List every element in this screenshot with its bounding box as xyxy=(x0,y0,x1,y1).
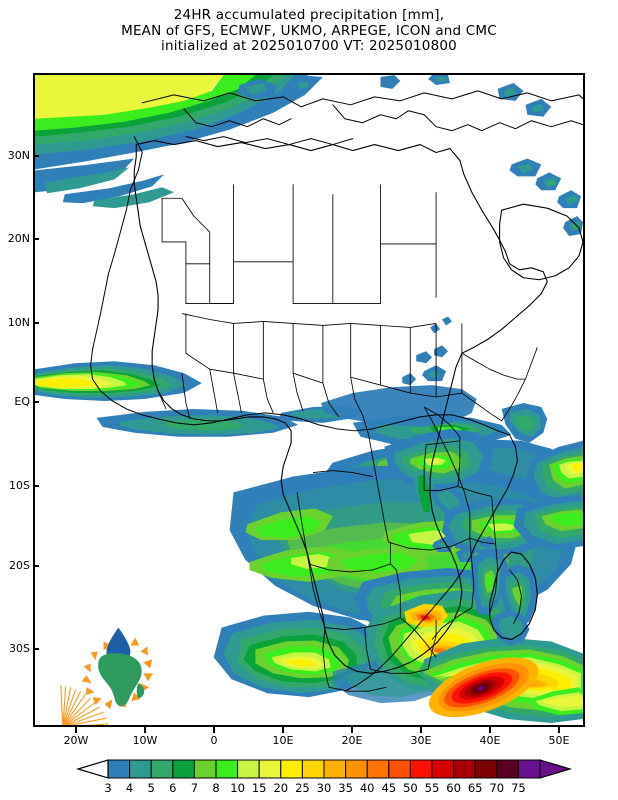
ytick-label-10s: 10S xyxy=(9,479,30,492)
precipitation-field xyxy=(35,75,583,724)
xtick-mark-50e xyxy=(558,727,560,733)
colorbar-tick-label: 35 xyxy=(338,781,353,795)
xtick-mark-30e xyxy=(420,727,422,733)
ytick-label-eq: EQ xyxy=(14,395,30,408)
acmad-logo xyxy=(60,627,154,725)
title-line-1: 24HR accumulated precipitation [mm], xyxy=(173,7,445,23)
coastlines-layer xyxy=(90,90,583,692)
colorbar-swatches xyxy=(107,759,541,779)
colorbar-swatch xyxy=(237,759,260,779)
colorbar-swatch xyxy=(172,759,195,779)
madagascar-border xyxy=(509,569,522,624)
colorbar-tick-label: 30 xyxy=(316,781,332,795)
ytick-mark-20s xyxy=(33,565,39,567)
colorbar-swatch xyxy=(409,759,433,779)
page-title: 24HR accumulated precipitation [mm], MEA… xyxy=(0,7,618,55)
colorbar-swatch xyxy=(129,759,152,779)
colorbar-tick-label: 60 xyxy=(446,781,461,795)
colorbar-swatch xyxy=(496,759,519,779)
xtick-mark-20w xyxy=(75,727,77,733)
xtick-label-10w: 10W xyxy=(132,734,158,747)
xtick-label-20e: 20E xyxy=(341,734,363,747)
logo-africa-icon xyxy=(98,653,145,707)
xtick-label-50e: 50E xyxy=(548,734,570,747)
country-borders-layer xyxy=(157,184,538,692)
ytick-mark-10n xyxy=(33,322,39,324)
colorbar-tick-label: 8 xyxy=(212,781,220,795)
colorbar-swatch xyxy=(215,759,239,779)
xtick-mark-0 xyxy=(213,727,215,733)
ytick-label-30n: 30N xyxy=(7,149,30,162)
colorbar-tick-label: 50 xyxy=(403,781,418,795)
colorbar-tick-label: 6 xyxy=(169,781,177,795)
colorbar-tick-label: 20 xyxy=(273,781,289,795)
xtick-mark-10w xyxy=(144,727,146,733)
colorbar: 3 4 5 6 7 8 10 15 20 25 30 35 40 45 50 55 60 65 70 75 xyxy=(0,755,618,800)
colorbar-tick-label: 15 xyxy=(251,781,267,795)
ytick-label-30s: 30S xyxy=(9,642,30,655)
colorbar-swatch xyxy=(280,759,303,779)
colorbar-swatch xyxy=(107,759,131,779)
title-line-3: initialized at 2025010700 VT: 2025010800 xyxy=(161,38,457,54)
logo-rays-icon xyxy=(60,685,109,725)
colorbar-tick-label: 7 xyxy=(190,781,199,795)
colorbar-swatch xyxy=(193,759,217,779)
xtick-label-10e: 10E xyxy=(272,734,294,747)
colorbar-swatch xyxy=(345,759,368,779)
colorbar-swatch xyxy=(301,759,325,779)
xtick-mark-40e xyxy=(489,727,491,733)
colorbar-swatch xyxy=(150,759,174,779)
colorbar-under-arrow xyxy=(75,759,109,779)
xtick-label-30e: 30E xyxy=(410,734,432,747)
colorbar-swatch xyxy=(388,759,411,779)
africa-coastline xyxy=(133,140,583,674)
ytick-mark-20n xyxy=(33,238,39,240)
map-plot-frame xyxy=(33,73,585,727)
ytick-mark-30n xyxy=(33,155,39,157)
ytick-label-20s: 20S xyxy=(9,559,30,572)
title-line-2: MEAN of GFS, ECMWF, UKMO, ARPEGE, ICON a… xyxy=(121,22,497,39)
colorbar-tick-label: 5 xyxy=(147,781,155,795)
colorbar-tick-label: 3 xyxy=(104,781,112,795)
precipitation-map xyxy=(35,75,583,725)
colorbar-tick-label: 75 xyxy=(511,781,526,795)
colorbar-swatch xyxy=(474,759,498,779)
colorbar-tick-label: 10 xyxy=(230,781,245,795)
colorbar-tick-label: 45 xyxy=(381,781,397,795)
colorbar-tick-label: 40 xyxy=(359,781,375,795)
ytick-mark-10s xyxy=(33,485,39,487)
colorbar-swatch xyxy=(517,759,541,779)
colorbar-svg xyxy=(75,759,573,779)
colorbar-tick-label: 65 xyxy=(467,781,483,795)
colorbar-swatch xyxy=(323,759,347,779)
ytick-mark-eq xyxy=(33,401,39,403)
colorbar-swatch xyxy=(431,759,455,779)
colorbar-tick-label: 70 xyxy=(489,781,505,795)
colorbar-over-arrow xyxy=(539,759,573,779)
colorbar-swatch xyxy=(258,759,282,779)
colorbar-tick-label: 4 xyxy=(125,781,134,795)
ytick-mark-30s xyxy=(33,648,39,650)
xtick-label-0: 0 xyxy=(210,734,218,747)
ytick-label-10n: 10N xyxy=(7,316,30,329)
colorbar-swatch xyxy=(453,759,476,779)
xtick-mark-20e xyxy=(351,727,353,733)
xtick-label-20w: 20W xyxy=(63,734,89,747)
colorbar-tick-label: 25 xyxy=(295,781,310,795)
xtick-mark-10e xyxy=(282,727,284,733)
xtick-label-40e: 40E xyxy=(479,734,501,747)
colorbar-swatch xyxy=(366,759,390,779)
colorbar-tick-label: 55 xyxy=(424,781,440,795)
ytick-label-20n: 20N xyxy=(7,232,30,245)
